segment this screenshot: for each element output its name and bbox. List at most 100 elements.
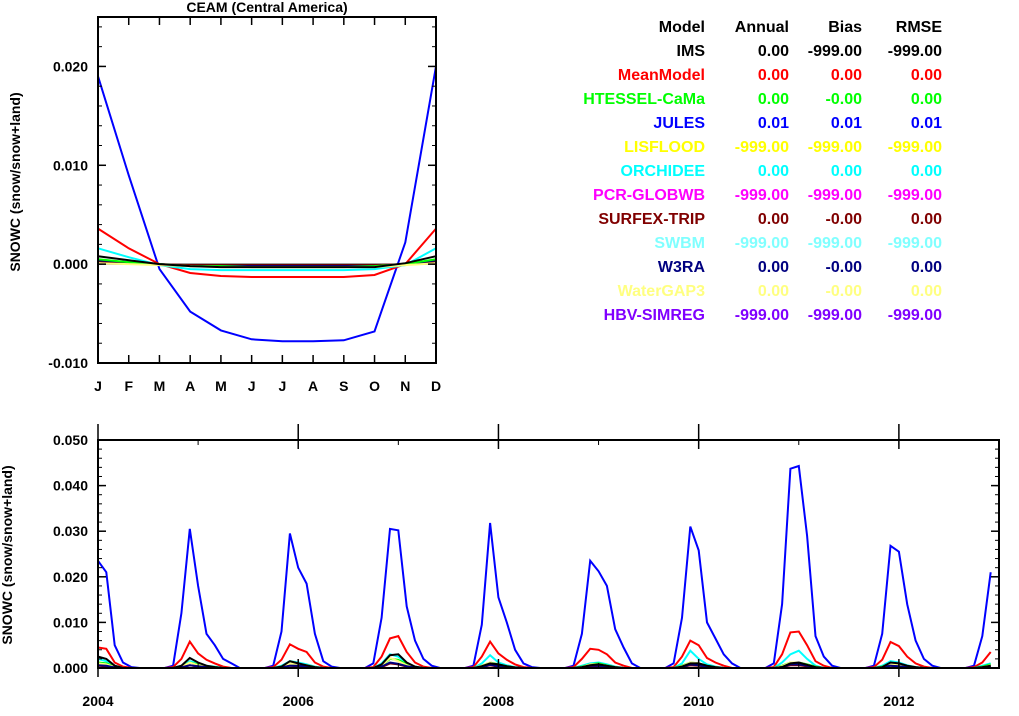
table-row: W3RA 0.00 -0.00 0.00	[658, 259, 942, 276]
table-cell-value: -999.00	[735, 307, 789, 324]
table-cell-model: SWBM	[654, 235, 705, 252]
y-tick-label: -0.010	[48, 355, 88, 371]
series-lines	[97, 66, 437, 343]
x-tick-label: M	[215, 378, 227, 394]
table-cell-value: -999.00	[888, 307, 942, 324]
series-line-ims	[97, 255, 437, 269]
table-header-bias: Bias	[828, 19, 862, 36]
x-tick-label: F	[124, 378, 133, 394]
table-cell-value: 0.00	[758, 211, 789, 228]
y-axis-label: SNOWC (snow/snow+land)	[7, 92, 23, 271]
table-cell-model: JULES	[653, 115, 705, 132]
table-cell-value: -999.00	[808, 43, 862, 60]
table-cell-model: SURFEX-TRIP	[598, 211, 705, 228]
table-cell-value: 0.00	[911, 91, 942, 108]
series-line-meanmodel	[97, 227, 437, 278]
table-cell-value: -999.00	[808, 307, 862, 324]
y-tick-label: 0.030	[53, 523, 88, 539]
x-tick-label: O	[369, 378, 380, 394]
y-tick-label: 0.040	[53, 478, 88, 494]
x-tick-label: 2010	[683, 693, 714, 709]
table-cell-value: -999.00	[735, 139, 789, 156]
table-cell-value: 0.00	[831, 67, 862, 84]
table-cell-value: 0.00	[911, 283, 942, 300]
table-cell-value: 0.00	[911, 67, 942, 84]
x-tick-label: A	[185, 378, 195, 394]
table-cell-value: -999.00	[808, 235, 862, 252]
plot-frame-bottom	[97, 439, 1000, 669]
table-row: SURFEX-TRIP 0.00 -0.00 0.00	[598, 211, 942, 228]
axis-ticks: -0.010 0.000 0.010 0.020 J F M A M J J A S O N D	[48, 17, 441, 394]
table-cell-value: 0.00	[758, 43, 789, 60]
y-tick-label: 0.050	[53, 432, 88, 448]
y-tick-label: 0.020	[53, 58, 88, 74]
table-cell-model: IMS	[677, 43, 706, 60]
table-cell-value: -999.00	[735, 187, 789, 204]
x-tick-label: N	[400, 378, 410, 394]
table-cell-value: 0.00	[831, 163, 862, 180]
table-header-annual: Annual	[735, 19, 789, 36]
table-cell-value: 0.00	[758, 67, 789, 84]
table-cell-value: 0.00	[758, 163, 789, 180]
table-row: SWBM -999.00 -999.00 -999.00	[654, 235, 942, 252]
table-row: HBV-SIMREG -999.00 -999.00 -999.00	[604, 307, 942, 324]
x-tick-label: J	[248, 378, 256, 394]
x-tick-label: M	[154, 378, 166, 394]
seasonal-cycle-chart: CEAM (Central America) SNOWC (snow/snow+…	[7, 0, 441, 394]
x-tick-label: 2008	[483, 693, 514, 709]
table-cell-value: -999.00	[808, 139, 862, 156]
table-cell-value: -0.00	[826, 283, 863, 300]
chart-title: CEAM (Central America)	[186, 0, 347, 15]
plot-frame	[97, 16, 437, 364]
table-cell-model: HBV-SIMREG	[604, 307, 705, 324]
series-line-jules	[97, 464, 992, 669]
time-series-chart: SNOWC (snow/snow+land) 0.000 0.010 0.020 0.…	[0, 424, 1000, 709]
table-cell-value: 0.00	[911, 211, 942, 228]
table-cell-model: ORCHIDEE	[621, 163, 706, 180]
table-cell-value: 0.01	[758, 115, 789, 132]
table-cell-value: 0.00	[758, 283, 789, 300]
series-line-orchidee	[97, 649, 991, 669]
table-row: IMS 0.00 -999.00 -999.00	[677, 43, 943, 60]
table-row: PCR-GLOBWB -999.00 -999.00 -999.00	[593, 187, 942, 204]
table-header-model: Model	[659, 19, 705, 36]
model-stats-table: Model Annual Bias RMSE IMS 0.00 -999.00 -999.00…	[583, 19, 942, 324]
series-lines	[97, 464, 992, 669]
table-row: HTESSEL-CaMa 0.00 -0.00 0.00	[583, 91, 942, 108]
table-row: ORCHIDEE 0.00 0.00 0.00	[621, 163, 943, 180]
table-cell-value: -999.00	[888, 187, 942, 204]
table-cell-value: 0.01	[911, 115, 942, 132]
table-cell-model: HTESSEL-CaMa	[583, 91, 705, 108]
x-tick-label: D	[431, 378, 441, 394]
y-tick-label: 0.020	[53, 569, 88, 585]
table-row: MeanModel 0.00 0.00 0.00	[618, 67, 942, 84]
table-header-rmse: RMSE	[896, 19, 943, 36]
table-cell-value: 0.01	[831, 115, 862, 132]
y-tick-label: 0.000	[53, 256, 88, 272]
y-tick-label: 0.010	[53, 614, 88, 630]
series-line-jules	[97, 66, 437, 343]
table-cell-value: -0.00	[826, 259, 863, 276]
x-tick-label: 2004	[82, 693, 113, 709]
y-tick-label: 0.000	[53, 660, 88, 676]
series-line-ims	[97, 653, 991, 669]
y-tick-label: 0.010	[53, 157, 88, 173]
table-cell-value: -999.00	[888, 139, 942, 156]
x-tick-label: S	[339, 378, 348, 394]
table-cell-model: LISFLOOD	[624, 139, 705, 156]
table-cell-value: -999.00	[808, 187, 862, 204]
x-tick-label: A	[308, 378, 318, 394]
table-cell-value: -0.00	[826, 91, 863, 108]
table-cell-value: -999.00	[888, 43, 942, 60]
y-axis-label-bottom: SNOWC (snow/snow+land)	[0, 465, 15, 644]
table-cell-value: 0.00	[758, 259, 789, 276]
table-row: LISFLOOD -999.00 -999.00 -999.00	[624, 139, 942, 156]
table-cell-value: -999.00	[888, 235, 942, 252]
table-cell-value: -999.00	[735, 235, 789, 252]
x-tick-label: J	[94, 378, 102, 394]
x-tick-label: 2012	[883, 693, 914, 709]
x-tick-label: 2006	[283, 693, 314, 709]
table-cell-value: 0.00	[911, 163, 942, 180]
x-tick-label: J	[278, 378, 286, 394]
